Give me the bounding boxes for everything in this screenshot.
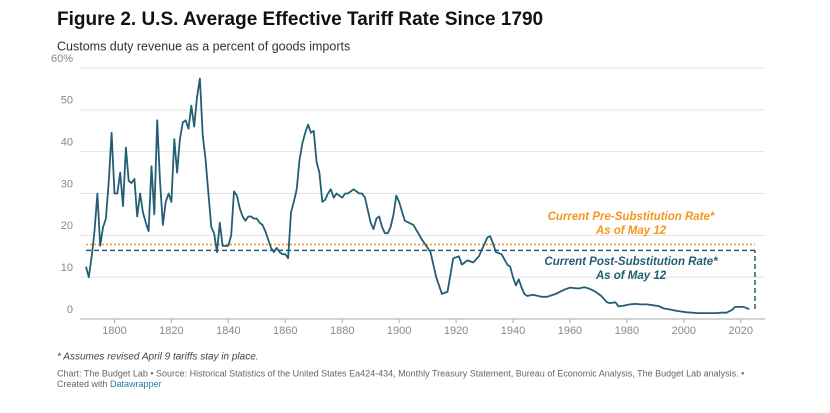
credit-text: Created with xyxy=(57,379,108,389)
y-tick-label: 50 xyxy=(61,95,73,107)
x-tick-label: 1800 xyxy=(102,325,126,337)
credit: Created with Datawrapper xyxy=(57,379,162,389)
chart-title: Figure 2. U.S. Average Effective Tariff … xyxy=(57,9,543,30)
x-tick-label: 1940 xyxy=(501,325,525,337)
source: Chart: The Budget Lab • Source: Historic… xyxy=(57,368,744,378)
credit-link[interactable]: Datawrapper xyxy=(110,379,162,389)
x-tick-label: 1900 xyxy=(387,325,411,337)
y-tick-label: 60% xyxy=(51,53,73,65)
x-tick-label: 1840 xyxy=(216,325,240,337)
x-tick-label: 1860 xyxy=(273,325,297,337)
y-tick-label: 20 xyxy=(61,220,73,232)
reference-label: Current Pre-Substitution Rate* xyxy=(548,211,715,223)
x-tick-label: 1960 xyxy=(558,325,582,337)
footnote: * Assumes revised April 9 tariffs stay i… xyxy=(57,352,259,363)
x-tick-label: 1980 xyxy=(615,325,639,337)
x-tick-label: 1880 xyxy=(330,325,354,337)
x-tick-label: 2020 xyxy=(729,325,753,337)
reference-label: As of May 12 xyxy=(595,225,667,237)
reference-label: As of May 12 xyxy=(595,270,667,282)
y-tick-label: 40 xyxy=(61,137,73,149)
chart-subtitle: Customs duty revenue as a percent of goo… xyxy=(57,39,350,53)
reference-label: Current Post-Substitution Rate* xyxy=(544,256,718,268)
y-tick-label: 10 xyxy=(61,262,73,274)
x-tick-label: 1820 xyxy=(159,325,183,337)
y-tick-label: 0 xyxy=(67,304,73,316)
y-tick-label: 30 xyxy=(61,178,73,190)
x-tick-label: 1920 xyxy=(444,325,468,337)
series-line xyxy=(85,77,750,314)
x-tick-label: 2000 xyxy=(672,325,696,337)
